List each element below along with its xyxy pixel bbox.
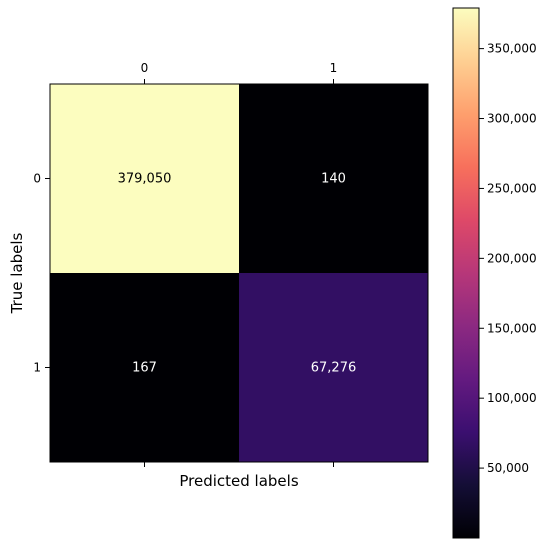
- colorbar-tick-label-0: 50,000: [487, 461, 529, 475]
- y-axis-label: True labels: [8, 232, 26, 314]
- colorbar-tick-label-1: 100,000: [487, 391, 537, 405]
- cell-label-0-1: 140: [321, 172, 346, 187]
- heatmap-cell-1-1: [239, 273, 428, 462]
- heatmap-cell-1-0: [50, 273, 239, 462]
- x-tick-label-0: 0: [141, 61, 149, 75]
- heatmap-cells: 379,050 140 167 67,276: [50, 84, 428, 462]
- colorbar-tick-label-5: 300,000: [487, 112, 537, 126]
- y-tick-label-0: 0: [33, 172, 41, 186]
- cell-label-1-0: 167: [132, 361, 157, 376]
- cell-label-0-0: 379,050: [118, 172, 172, 187]
- colorbar-ticks: 50,000 100,000 150,000 200,000 250,000 300,00…: [479, 42, 537, 475]
- heatmap-cell-0-0: [50, 84, 239, 273]
- colorbar-tick-label-3: 200,000: [487, 251, 537, 265]
- colorbar: [452, 7, 480, 539]
- cell-label-1-1: 67,276: [311, 361, 357, 376]
- axes: 0 1 0 1: [33, 61, 337, 467]
- x-tick-label-1: 1: [330, 61, 338, 75]
- y-tick-label-1: 1: [33, 361, 41, 375]
- x-axis-label: Predicted labels: [179, 472, 298, 490]
- heatmap-cell-0-1: [239, 84, 428, 273]
- colorbar-tick-label-6: 350,000: [487, 42, 537, 56]
- colorbar-tick-label-2: 150,000: [487, 321, 537, 335]
- colorbar-tick-label-4: 250,000: [487, 181, 537, 195]
- plot-frame: [49, 83, 429, 463]
